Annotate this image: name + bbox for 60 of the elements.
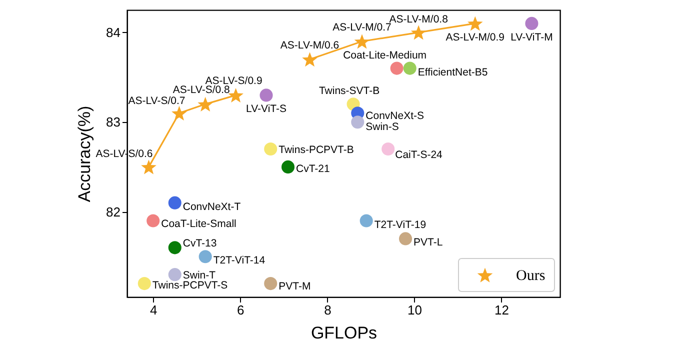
series-label: PVT-L: [414, 236, 443, 249]
point: [525, 16, 538, 30]
y-tick-label: 83: [106, 114, 120, 130]
x-tick-label: 8: [324, 302, 332, 318]
series-label: CaiT-S-24: [395, 149, 443, 162]
point: [281, 160, 295, 174]
point: [228, 88, 244, 103]
annotation: AS-LV-M/0.9: [446, 31, 505, 44]
series-label: ConvNeXt-T: [182, 200, 242, 213]
series-label: Twins-SVT-B: [318, 85, 380, 98]
series-label: CoaT-Lite-Small: [161, 218, 236, 230]
series-label: CvT-21: [296, 162, 330, 175]
point: [403, 62, 416, 75]
series-label: Coat-Lite-Medium: [343, 49, 427, 62]
point: [260, 88, 273, 102]
series-label: EfficientNet-B5: [418, 66, 488, 78]
point: [264, 277, 278, 290]
point: [198, 250, 212, 264]
point: [467, 16, 483, 31]
series-label: Twins-PCPVT-B: [278, 144, 354, 156]
point: [172, 106, 187, 120]
series-label: Swin-S: [366, 121, 399, 134]
point: [410, 25, 426, 40]
y-tick-label: 84: [106, 24, 120, 40]
annotation: AS-LV-M/0.6: [280, 39, 340, 52]
legend-label: Ours: [516, 268, 546, 284]
point: [168, 196, 182, 210]
series-label: T2T-ViT-14: [213, 254, 266, 267]
y-axis-title: Accuracy(%): [75, 106, 94, 202]
annotation: AS-LV-S/0.7: [128, 95, 186, 108]
point: [138, 277, 151, 290]
series-label: Twins-PCPVT-S: [152, 280, 228, 292]
point: [198, 96, 213, 112]
series-label: T2T-ViT-19: [374, 218, 426, 231]
point: [264, 142, 278, 156]
series-label: CvT-13: [182, 238, 217, 250]
x-tick-label: 4: [150, 302, 158, 318]
point: [398, 232, 412, 246]
x-axis-title: GFLOPs: [310, 324, 378, 342]
series-label: PVT-M: [278, 280, 311, 293]
point: [351, 116, 364, 129]
x-tick-label: 6: [237, 302, 244, 318]
annotation: AS-LV-S/0.8: [172, 84, 230, 96]
series-label: ConvNeXt-S: [366, 110, 424, 122]
point: [302, 52, 318, 67]
point: [390, 62, 404, 75]
point: [382, 142, 395, 156]
point: [168, 268, 182, 282]
point: [354, 34, 370, 49]
x-tick-label: 10: [407, 302, 422, 318]
point: [146, 214, 160, 228]
y-tick-label: 82: [106, 204, 120, 220]
series-label: Swin-T: [182, 270, 216, 282]
point: [360, 214, 373, 228]
series-label: LV-ViT-S: [246, 103, 286, 116]
annotation: AS-LV-M/0.7: [332, 21, 392, 34]
x-tick-label: 12: [494, 302, 509, 318]
point: [141, 160, 156, 174]
point: [168, 241, 182, 254]
series-label: LV-ViT-M: [510, 31, 553, 44]
